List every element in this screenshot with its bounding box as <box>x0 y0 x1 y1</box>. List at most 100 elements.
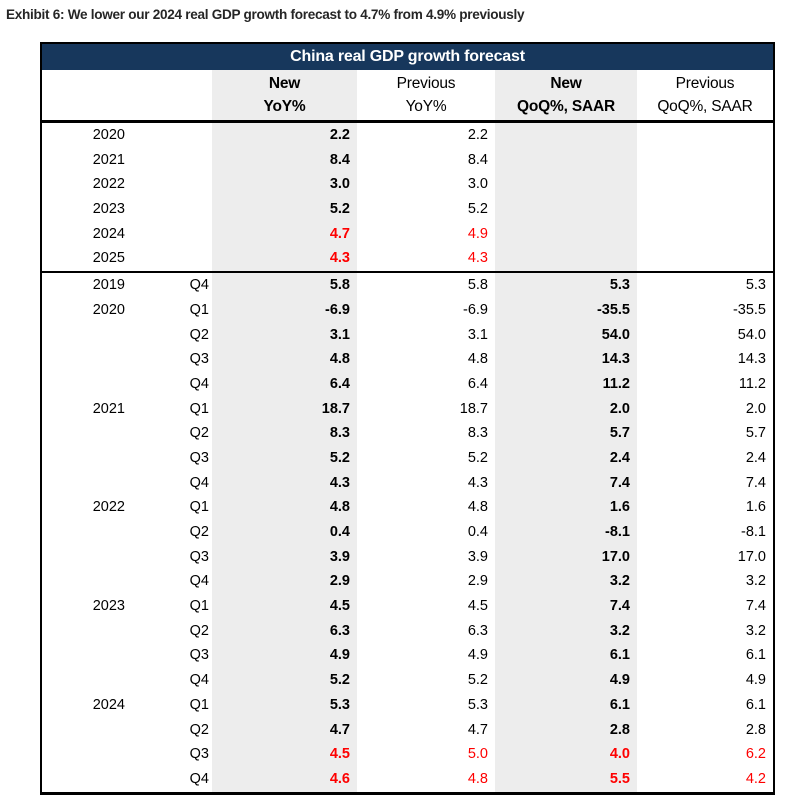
cell-quarter <box>127 172 212 197</box>
cell-prev-qoq <box>637 148 773 173</box>
table-row: Q3 5.2 5.2 2.4 2.4 <box>42 445 773 471</box>
cell-year <box>42 446 127 471</box>
cell-quarter: Q1 <box>189 696 209 713</box>
cell-quarter: Q3 <box>189 548 209 565</box>
cell-prev-qoq: 1.6 <box>745 499 766 516</box>
cell-new-yoy: 4.8 <box>212 347 357 372</box>
table-row: Q4 2.9 2.9 3.2 3.2 <box>42 569 773 595</box>
cell-prev-qoq <box>637 246 773 271</box>
cell-quarter <box>127 148 212 173</box>
header-cell-new-qoq: New QoQ%, SAAR <box>495 70 637 120</box>
table-row: 2021 Q1 18.7 18.7 2.0 2.0 <box>42 396 773 422</box>
cell-quarter: Q4 <box>189 375 209 392</box>
header-new-yoy-line1: New <box>268 75 301 92</box>
cell-new-qoq: 3.2 <box>495 618 637 644</box>
header-cell-year <box>42 70 127 120</box>
cell-new-qoq: 7.4 <box>495 594 637 619</box>
header-cell-prev-yoy: Previous YoY% <box>357 70 495 120</box>
quarterly-section: 2019 Q4 5.8 5.8 5.3 5.3 2020 Q1 -6.9 -6.9 -35.5 -35… <box>42 273 773 792</box>
cell-quarter: Q3 <box>189 449 209 466</box>
exhibit-caption: Exhibit 6: We lower our 2024 real GDP gr… <box>6 6 525 22</box>
table-row: Q2 8.3 8.3 5.7 5.7 <box>42 421 773 446</box>
cell-prev-yoy: 5.2 <box>467 201 488 218</box>
cell-prev-yoy: 4.8 <box>467 499 488 516</box>
cell-prev-yoy: 4.7 <box>467 721 488 738</box>
cell-new-qoq <box>495 197 637 222</box>
header-cell-quarter <box>127 70 212 120</box>
cell-prev-qoq: 2.4 <box>745 449 766 466</box>
cell-prev-yoy: 18.7 <box>459 400 488 417</box>
cell-year <box>42 323 127 348</box>
cell-quarter: Q2 <box>189 622 209 639</box>
cell-new-yoy: 4.6 <box>212 766 357 792</box>
table-row: Q3 4.9 4.9 6.1 6.1 <box>42 643 773 669</box>
cell-year: 2020 <box>92 127 125 143</box>
cell-prev-yoy: 4.5 <box>467 598 488 615</box>
cell-year <box>42 372 127 397</box>
cell-year: 2024 <box>92 225 125 242</box>
cell-new-yoy: -6.9 <box>212 297 357 323</box>
cell-new-yoy: 2.2 <box>212 123 357 148</box>
cell-year <box>42 569 127 594</box>
cell-prev-qoq: 3.2 <box>745 573 766 590</box>
header-prev-qoq-line2: QoQ%, SAAR <box>657 98 753 115</box>
cell-quarter: Q1 <box>189 400 209 417</box>
table-row: 2022 Q1 4.8 4.8 1.6 1.6 <box>42 495 773 520</box>
cell-prev-yoy: 5.0 <box>467 746 488 763</box>
header-row: New YoY% Previous YoY% New QoQ%, SAAR Pr… <box>42 70 773 123</box>
cell-quarter: Q1 <box>189 499 209 516</box>
cell-new-qoq: 6.1 <box>495 643 637 669</box>
cell-new-yoy: 8.4 <box>212 147 357 173</box>
cell-year: 2022 <box>92 499 125 516</box>
table-row: Q3 3.9 3.9 17.0 17.0 <box>42 544 773 570</box>
cell-prev-yoy: -6.9 <box>463 301 488 318</box>
table-row: 2021 8.4 8.4 <box>42 147 773 173</box>
table-row: 2020 Q1 -6.9 -6.9 -35.5 -35.5 <box>42 297 773 323</box>
cell-prev-yoy: 5.2 <box>467 672 488 689</box>
table-row: 2024 Q1 5.3 5.3 6.1 6.1 <box>42 692 773 718</box>
cell-prev-qoq: 14.3 <box>737 351 766 368</box>
table-row: 2023 5.2 5.2 <box>42 197 773 222</box>
cell-new-yoy: 5.3 <box>212 692 357 718</box>
cell-quarter: Q4 <box>189 277 209 294</box>
cell-year: 2023 <box>92 598 125 615</box>
cell-new-yoy: 0.4 <box>212 520 357 545</box>
cell-new-qoq <box>495 172 637 198</box>
cell-quarter <box>127 123 212 148</box>
cell-prev-qoq <box>637 123 773 148</box>
cell-prev-qoq: 4.9 <box>745 672 766 689</box>
header-prev-yoy-line2: YoY% <box>405 98 447 115</box>
cell-new-yoy: 2.9 <box>212 569 357 595</box>
gdp-forecast-table: China real GDP growth forecast New YoY% … <box>40 42 775 795</box>
cell-prev-yoy: 2.9 <box>467 573 488 590</box>
cell-new-yoy: 5.2 <box>212 197 357 222</box>
cell-new-yoy: 6.4 <box>212 371 357 397</box>
cell-new-yoy: 4.5 <box>212 594 357 619</box>
cell-new-qoq: 54.0 <box>495 322 637 348</box>
cell-prev-yoy: 3.0 <box>467 176 488 193</box>
cell-quarter: Q3 <box>189 746 209 763</box>
cell-quarter: Q4 <box>189 474 209 491</box>
cell-new-yoy: 4.7 <box>212 717 357 743</box>
cell-new-qoq: 2.8 <box>495 717 637 743</box>
cell-new-qoq: 14.3 <box>495 347 637 372</box>
cell-new-yoy: 4.3 <box>212 246 357 272</box>
cell-prev-yoy: 2.2 <box>467 127 488 143</box>
cell-new-yoy: 3.9 <box>212 544 357 570</box>
cell-new-yoy: 3.1 <box>212 322 357 348</box>
cell-new-yoy: 6.3 <box>212 618 357 644</box>
cell-new-qoq: -8.1 <box>495 520 637 545</box>
cell-prev-yoy: 4.3 <box>467 250 488 267</box>
header-prev-yoy-line1: Previous <box>396 75 456 92</box>
cell-quarter: Q1 <box>189 598 209 615</box>
header-cell-new-yoy: New YoY% <box>212 70 357 120</box>
cell-prev-qoq: 4.2 <box>745 770 766 787</box>
cell-year: 2024 <box>92 696 125 713</box>
table-row: Q3 4.5 5.0 4.0 6.2 <box>42 742 773 767</box>
table-title: China real GDP growth forecast <box>42 44 773 70</box>
cell-year: 2020 <box>92 301 125 318</box>
cell-new-qoq: 6.1 <box>495 692 637 718</box>
table-row: Q2 6.3 6.3 3.2 3.2 <box>42 618 773 644</box>
cell-new-qoq: 2.4 <box>495 445 637 471</box>
cell-prev-yoy: 5.2 <box>467 449 488 466</box>
